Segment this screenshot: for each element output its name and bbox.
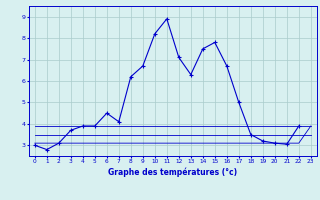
X-axis label: Graphe des températures (°c): Graphe des températures (°c)	[108, 167, 237, 177]
